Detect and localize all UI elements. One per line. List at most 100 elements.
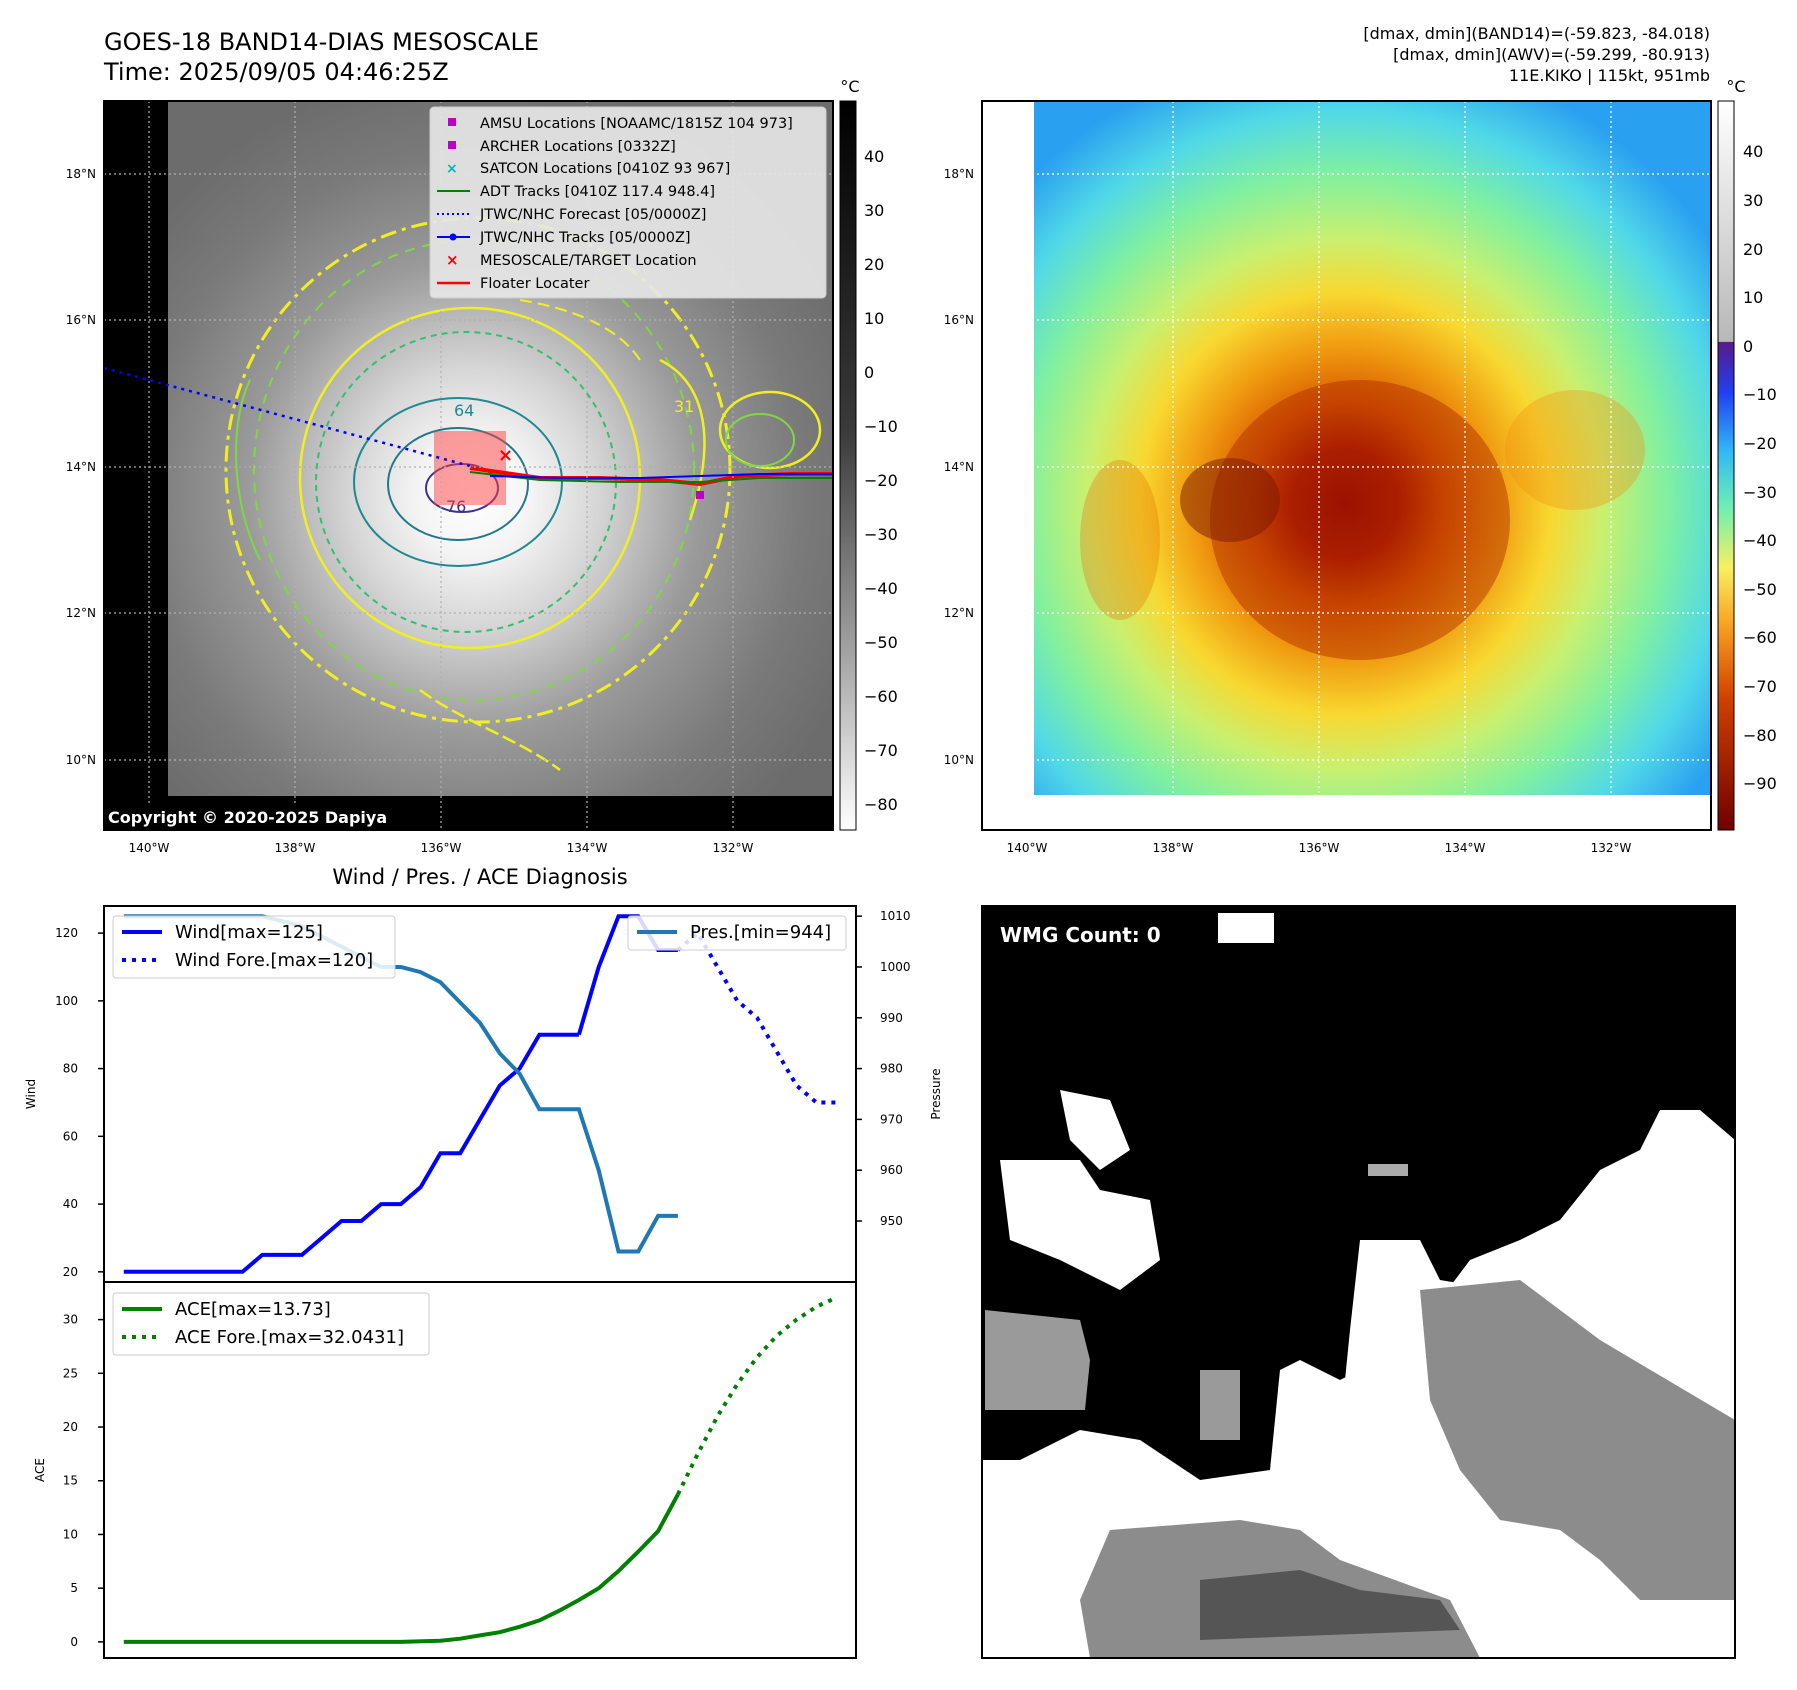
map-legend: AMSU Locations [NOAAMC/1815Z 104 973] AR… (429, 106, 827, 299)
wmg-count: WMG Count: 0 (1000, 923, 1161, 947)
wmg-white-patch (1000, 1160, 1160, 1290)
figure-time: Time: 2025/09/05 04:46:25Z (103, 58, 449, 86)
ir-color-image (1034, 101, 1711, 795)
tick-label: 960 (880, 1163, 903, 1177)
legend-tracks-icon (449, 233, 457, 241)
tick-label: 0 (70, 1635, 78, 1649)
range-band14: [dmax, dmin](BAND14)=(-59.823, -84.018) (1363, 24, 1710, 43)
legend-archer-icon (448, 141, 456, 149)
lon-label: 134°W (567, 841, 608, 855)
cb-tick: −50 (864, 633, 898, 652)
legend-tracks: JTWC/NHC Tracks [05/0000Z] (479, 230, 691, 246)
tick-label: 20 (63, 1420, 78, 1434)
wind-yticks: 120 100 80 60 40 20 (55, 926, 104, 1279)
cb-tick: 10 (1743, 288, 1763, 307)
lon-label: 136°W (421, 841, 462, 855)
lat-label: 12°N (66, 606, 96, 620)
lon-label: 140°W (129, 841, 170, 855)
colorbar-gray: °C 40 30 20 10 0 −10 −20 −30 −40 −50 −60… (839, 77, 898, 831)
legend-amsu-icon (448, 118, 456, 126)
wmg-gray-region (1368, 1164, 1408, 1176)
cb-tick: −10 (864, 417, 898, 436)
contour-label-31: 31 (674, 397, 694, 416)
cb-tick: 40 (864, 147, 884, 166)
cb-tick: 30 (1743, 191, 1763, 210)
legend-ace: ACE[max=13.73] (175, 1299, 331, 1320)
tick-label: 950 (880, 1214, 903, 1228)
cb-tick: −70 (1743, 677, 1777, 696)
wind-ylabel: Wind (24, 1079, 38, 1109)
range-awv: [dmax, dmin](AWV)=(-59.299, -80.913) (1393, 45, 1710, 64)
color-bands (1080, 380, 1645, 660)
contour-label-64: 64 (454, 401, 474, 420)
legend-satcon-icon: × (446, 161, 458, 177)
colorbar-color-unit: °C (1726, 77, 1745, 96)
cb-tick: −60 (864, 687, 898, 706)
cb-tick: 20 (1743, 240, 1763, 259)
storm-info: 11E.KIKO | 115kt, 951mb (1509, 66, 1710, 85)
legend-wind-fore: Wind Fore.[max=120] (175, 950, 373, 971)
wmg-frame (981, 905, 1736, 1659)
tick-label: 120 (55, 926, 78, 940)
cb-tick: −30 (1743, 483, 1777, 502)
cb-tick: −20 (864, 471, 898, 490)
legend-satcon: SATCON Locations [0410Z 93 967] (480, 161, 730, 177)
map-grid (982, 101, 1711, 830)
legend-box (429, 106, 827, 299)
legend-adt: ADT Tracks [0410Z 117.4 948.4] (480, 184, 715, 200)
lat-label: 16°N (944, 313, 974, 327)
colorbar-gray-bar (839, 100, 857, 831)
colorbar-gray-unit: °C (840, 77, 859, 96)
copyright-bg (104, 804, 414, 830)
tr-lon-labels: 140°W 138°W 136°W 134°W 132°W (1007, 841, 1632, 855)
tick-label: 40 (63, 1197, 78, 1211)
legend-archer: ARCHER Locations [0332Z] (480, 139, 676, 155)
amsu-marker (696, 491, 704, 499)
cb-tick: −60 (1743, 628, 1777, 647)
lat-label: 12°N (944, 606, 974, 620)
cb-tick: −80 (864, 795, 898, 814)
wmg-gray-region (1420, 1280, 1735, 1600)
tick-label: 980 (880, 1062, 903, 1076)
cb-tick: −90 (1743, 774, 1777, 793)
legend-target: MESOSCALE/TARGET Location (480, 253, 697, 269)
tl-lon-labels: 140°W 138°W 136°W 134°W 132°W (129, 841, 754, 855)
lon-label: 138°W (275, 841, 316, 855)
tick-label: 1000 (880, 960, 911, 974)
cb-tick: 10 (864, 309, 884, 328)
wmg-dark-gray-region (1200, 1570, 1460, 1640)
cb-tick: −40 (1743, 531, 1777, 550)
cb-tick: −10 (1743, 385, 1777, 404)
tick-label: 30 (63, 1313, 78, 1327)
lat-label: 18°N (944, 167, 974, 181)
wmg-gray-region (985, 1310, 1090, 1410)
tl-lat-labels: 18°N 16°N 14°N 12°N 10°N (66, 167, 96, 767)
series-line (123, 1493, 680, 1644)
tick-label: 20 (63, 1265, 78, 1279)
mesoscale-marker: × (498, 445, 513, 466)
lon-label: 134°W (1445, 841, 1486, 855)
wmg-gray-region (1200, 1370, 1240, 1440)
lat-label: 14°N (944, 460, 974, 474)
legend-pres: Pres.[min=944] (690, 922, 831, 943)
cb-tick: −40 (864, 579, 898, 598)
lat-label: 10°N (66, 753, 96, 767)
lon-label: 138°W (1153, 841, 1194, 855)
cb-tick: −50 (1743, 580, 1777, 599)
lon-label: 132°W (713, 841, 754, 855)
legend-wind: Wind[max=125] (175, 922, 323, 943)
ace-series (123, 1295, 838, 1644)
lat-label: 18°N (66, 167, 96, 181)
wmg-white-patch (1060, 1090, 1130, 1170)
lat-label: 16°N (66, 313, 96, 327)
legend-ace-fore: ACE Fore.[max=32.0431] (175, 1327, 404, 1348)
diagnosis-title: Wind / Pres. / ACE Diagnosis (332, 865, 627, 889)
colorbar-color-ticks: 40 30 20 10 0 −10 −20 −30 −40 −50 −60 −7… (1743, 142, 1777, 793)
cb-tick: −70 (864, 741, 898, 760)
wind-pressure-chart: 120 100 80 60 40 20 1010 1000 990 980 970 960 950 W… (24, 905, 943, 1283)
tick-label: 25 (63, 1366, 78, 1380)
wmg-dark-region (982, 906, 1735, 1480)
adt-track (469, 471, 833, 483)
cb-tick: 0 (864, 363, 874, 382)
tick-label: 1010 (880, 909, 911, 923)
